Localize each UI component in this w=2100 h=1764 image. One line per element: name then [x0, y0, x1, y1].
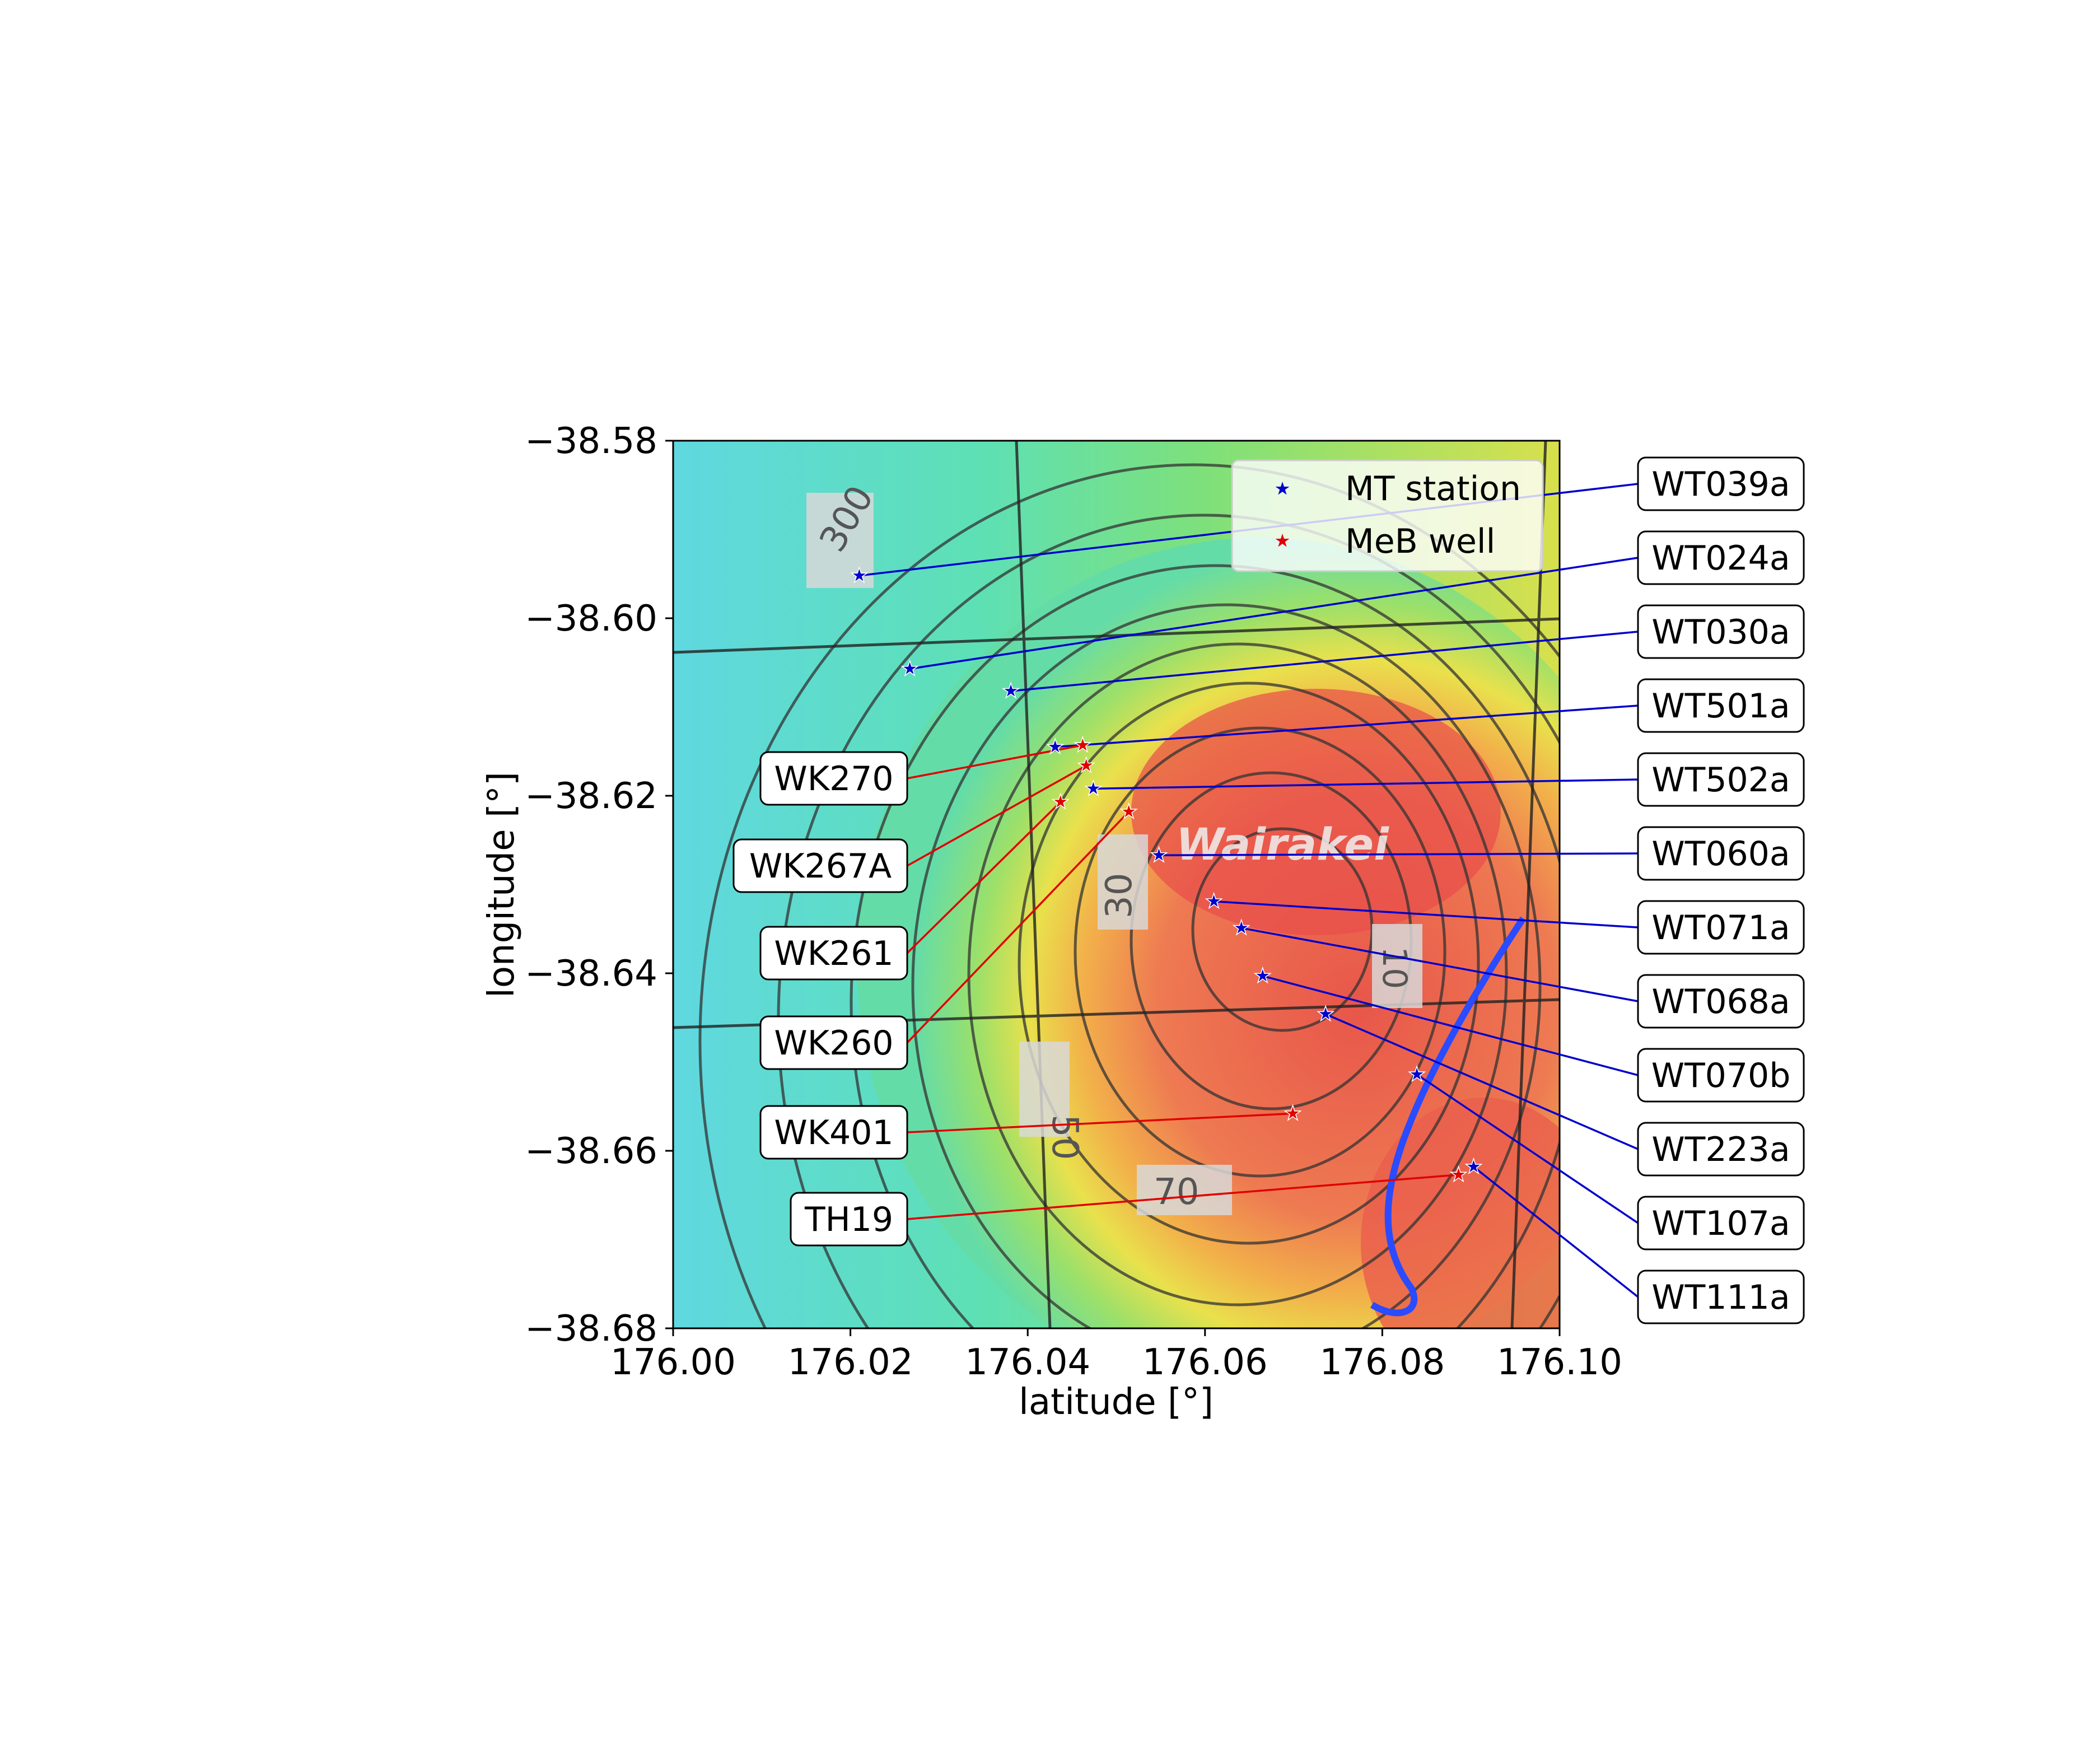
- leader-line: [1010, 631, 1639, 692]
- leader-line: [1159, 852, 1639, 856]
- leader-line: [1262, 975, 1639, 1076]
- point-label: WT223a: [1651, 1130, 1790, 1169]
- label-box: [759, 926, 908, 981]
- leader-line: [907, 764, 1087, 867]
- x-tick-label: 176.04: [965, 1342, 1090, 1383]
- point-label: WT502a: [1651, 760, 1790, 800]
- label-box: [1637, 1196, 1805, 1250]
- point-label: WT060a: [1651, 834, 1790, 874]
- x-tick-label: 176.08: [1319, 1342, 1445, 1383]
- x-tick-label: 176.10: [1497, 1342, 1622, 1383]
- label-box: [1637, 974, 1805, 1029]
- leader-line: [1055, 704, 1639, 748]
- y-tick-label: −38.60: [525, 598, 657, 640]
- point-label: WT024a: [1651, 539, 1790, 578]
- point-label: WT039a: [1651, 465, 1790, 504]
- point-label: WK401: [774, 1113, 893, 1152]
- map-label-wairakei: Wairakei: [1176, 820, 1389, 870]
- y-tick-label: −38.64: [525, 953, 657, 995]
- map-label-70: 70: [1154, 1172, 1199, 1213]
- label-box: [732, 838, 908, 893]
- map-label-50: 50: [1044, 1114, 1085, 1160]
- legend-label-mt-station: MT station: [1345, 469, 1521, 508]
- label-box: [1637, 530, 1805, 585]
- x-tick-label: 176.02: [788, 1342, 913, 1383]
- leader-line: [906, 801, 1061, 954]
- x-axis-label: latitude [°]: [1019, 1382, 1214, 1423]
- legend-label-meb-well: MeB well: [1345, 522, 1495, 561]
- y-tick-label: −38.66: [525, 1131, 657, 1172]
- y-tick-label: −38.58: [525, 421, 657, 462]
- x-axis: 176.00 176.02 176.04 176.06 176.08 176.10: [610, 1328, 1622, 1383]
- leader-line: [907, 1112, 1293, 1133]
- plot-frame: [672, 440, 1561, 1329]
- leader-line: [1416, 1074, 1639, 1224]
- leader-line: [1473, 1166, 1639, 1298]
- point-label: WT068a: [1651, 982, 1790, 1021]
- point-label: WT070b: [1651, 1056, 1791, 1095]
- point-label: WT501a: [1651, 687, 1790, 726]
- leader-line: [1214, 900, 1639, 928]
- label-box: [1637, 1270, 1805, 1324]
- y-tick-label: −38.62: [525, 776, 657, 817]
- leader-line: [1093, 778, 1639, 790]
- annotation-labels: WT039a WT024a WT030a WT501a WT502a WT060a WT07…: [732, 456, 1805, 1324]
- point-label: WT071a: [1651, 908, 1790, 948]
- y-axis-label: longitude [°]: [481, 772, 522, 998]
- legend: MT station MeB well: [1231, 459, 1544, 572]
- point-label: WK270: [774, 759, 893, 799]
- y-tick-label: −38.68: [525, 1308, 657, 1350]
- point-label: WK267A: [749, 847, 892, 886]
- point-label: WT030a: [1651, 613, 1790, 652]
- label-box: [1637, 1048, 1805, 1103]
- point-label: WT111a: [1651, 1278, 1790, 1317]
- label-box: [759, 751, 908, 806]
- point-label: WK260: [774, 1024, 893, 1063]
- leader-line: [1325, 1013, 1639, 1150]
- label-box: [1637, 752, 1805, 807]
- map-background: 300 Wairakei 30 50 70 10: [673, 441, 1560, 1328]
- label-box: [1637, 826, 1805, 881]
- label-box: [759, 1015, 908, 1070]
- leader-line: [1241, 927, 1639, 1002]
- point-label: WT107a: [1651, 1204, 1790, 1243]
- label-box: [1637, 456, 1805, 511]
- leader-line: [906, 811, 1130, 1044]
- label-box: [1637, 678, 1805, 733]
- label-box: [790, 1192, 908, 1247]
- label-box: [1637, 604, 1805, 659]
- point-label: WK261: [774, 934, 893, 973]
- label-box: [1637, 900, 1805, 955]
- leader-line: [909, 557, 1639, 670]
- x-tick-label: 176.00: [610, 1342, 736, 1383]
- legend-frame: [1231, 459, 1544, 572]
- x-tick-label: 176.06: [1142, 1342, 1268, 1383]
- y-axis: −38.58 −38.60 −38.62 −38.64 −38.66 −38.68: [525, 421, 673, 1350]
- point-label: TH19: [804, 1200, 893, 1239]
- label-box: [1637, 1122, 1805, 1177]
- leader-line: [907, 1174, 1459, 1220]
- label-box: [759, 1105, 908, 1160]
- map-label-30: 30: [1099, 873, 1140, 918]
